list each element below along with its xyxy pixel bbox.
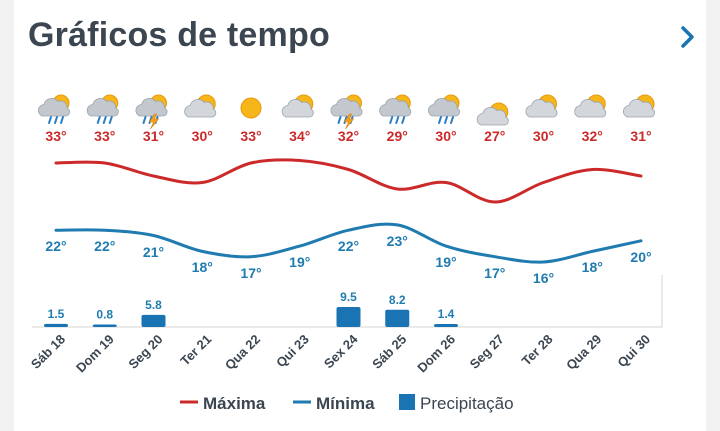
x-tick-label: Dom 19 [73,332,117,376]
legend: Máxima Mínima Precipitação [180,394,514,413]
x-tick-label: Qui 30 [614,332,653,371]
rain-sun-icon [86,94,119,124]
rain-sun-icon [428,94,460,124]
x-tick-label: Dom 26 [414,332,458,376]
precip-bar [141,314,166,327]
x-tick-label: Qua 22 [222,332,263,373]
partly-cloudy-icon [281,94,314,118]
x-tick-label: Sáb 25 [369,332,409,372]
min-temp-label: 19° [435,254,456,270]
max-temp-label: 31° [143,128,164,144]
max-temp-label: 33° [45,128,66,144]
min-temp-label: 21° [143,244,164,260]
x-tick-label: Seg 20 [125,332,165,372]
legend-min-label: Mínima [316,394,375,413]
max-temp-label: 30° [533,128,554,144]
min-temp-label: 16° [533,270,554,286]
rain-sun-icon [38,94,70,124]
x-tick-label: Ter 21 [177,332,214,369]
min-temp-label: 18° [582,259,603,275]
max-temp-label: 29° [387,128,408,144]
x-tick-label: Sáb 18 [28,332,68,372]
min-temp-label: 19° [289,254,310,270]
x-tick-label: Seg 27 [467,332,507,372]
max-temp-label: 30° [192,128,213,144]
min-temp-label: 22° [338,238,359,254]
precip-bar [434,324,458,327]
partly-cloudy-icon [574,94,607,118]
max-temp-label: 32° [582,128,603,144]
precip-label: 9.5 [340,290,357,304]
precip-label: 8.2 [389,293,406,307]
x-tick-label: Ter 28 [519,332,556,369]
max-temp-label: 34° [289,128,310,144]
min-temp-label: 17° [484,265,505,281]
storm-sun-icon [330,94,363,130]
storm-sun-icon [135,94,168,130]
max-temp-label: 33° [240,128,261,144]
partly-cloudy-icon [525,94,558,118]
max-temp-label: 27° [484,128,505,144]
max-temp-label: 30° [435,128,456,144]
chevron-right-icon[interactable] [676,22,700,52]
legend-precip-swatch [399,394,415,410]
x-tick-label: Qui 23 [273,332,312,371]
partly-cloudy-icon [623,94,655,118]
partly-cloudy-icon [184,94,217,118]
sun-icon [240,97,262,119]
precip-label: 0.8 [96,308,113,322]
x-tick-label: Qua 29 [563,332,604,373]
precip-label: 1.5 [48,307,65,321]
max-temp-label: 33° [94,128,115,144]
page-title: Gráficos de tempo [28,16,330,54]
precip-label: 1.4 [438,307,455,321]
precip-label: 5.8 [145,298,162,312]
min-temp-line [54,222,643,264]
max-temp-label: 31° [630,128,651,144]
weather-charts-card: Gráficos de tempo [14,0,706,431]
min-temp-label: 22° [45,238,66,254]
max-temp-line [54,158,643,204]
legend-precip-label: Precipitação [420,394,514,413]
min-temp-label: 17° [240,265,261,281]
x-tick-label: Sex 24 [321,331,361,371]
rain-sun-icon [379,94,412,124]
precip-bar [385,309,410,327]
legend-max-label: Máxima [203,394,266,413]
partly-cloudy-icon [476,102,509,126]
min-temp-label: 20° [630,249,651,265]
max-temp-label: 32° [338,128,359,144]
min-temp-label: 23° [387,233,408,249]
min-temp-label: 22° [94,238,115,254]
precip-bar [336,307,361,327]
precip-bar [92,324,117,327]
min-temp-label: 18° [192,259,213,275]
precip-bar [44,323,68,327]
